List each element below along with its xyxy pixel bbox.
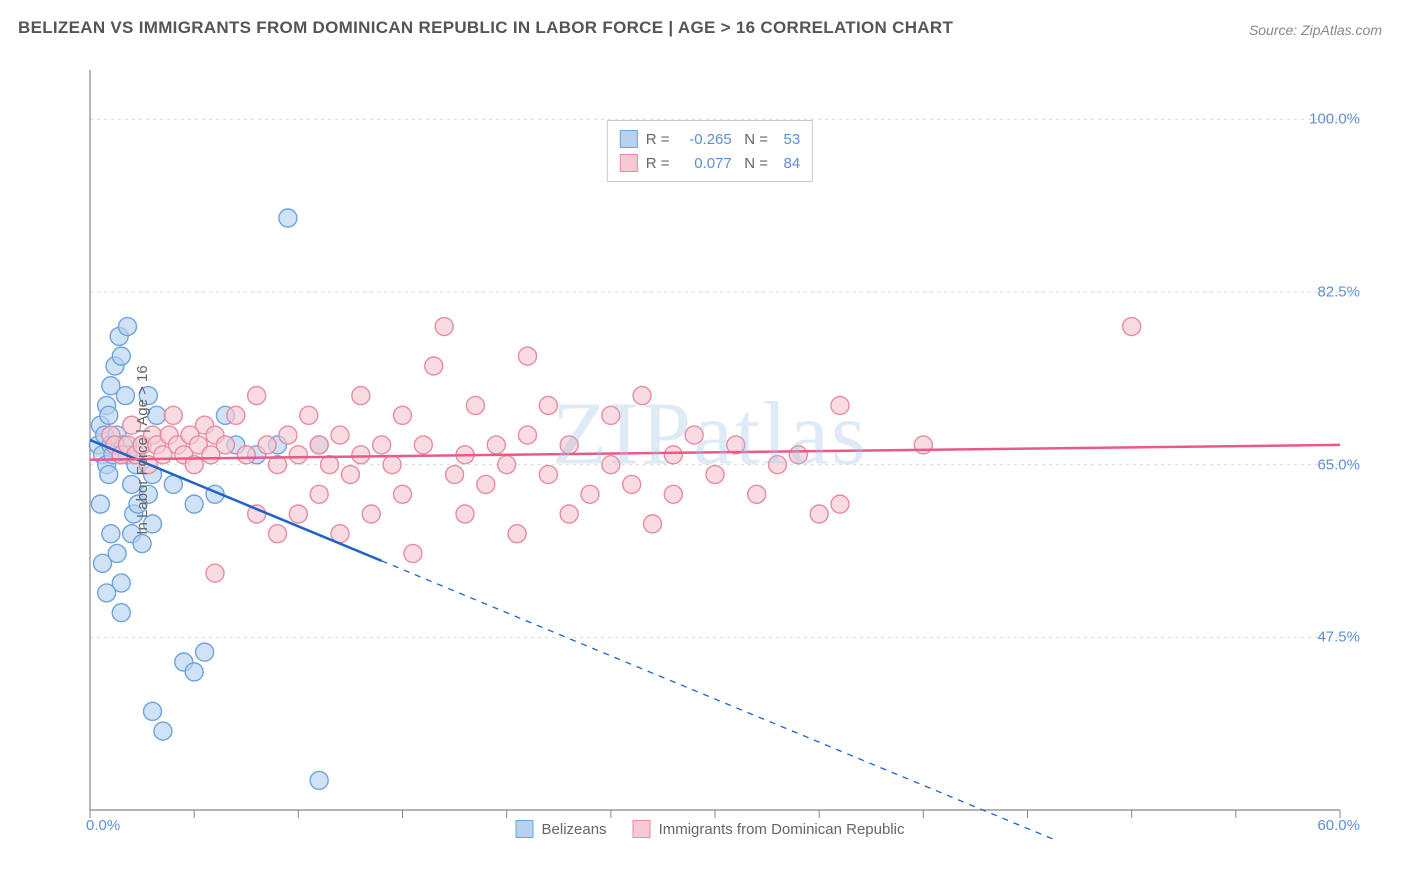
legend-label: Belizeans <box>542 821 607 838</box>
legend-label: Immigrants from Dominican Republic <box>659 821 905 838</box>
chart-title: BELIZEAN VS IMMIGRANTS FROM DOMINICAN RE… <box>18 18 953 38</box>
source-attribution: Source: ZipAtlas.com <box>1249 22 1382 38</box>
y-axis-label: In Labor Force | Age > 16 <box>134 365 151 534</box>
y-tick-label: 47.5% <box>1317 629 1360 646</box>
legend-swatch <box>516 820 534 838</box>
legend-stat: R = -0.265 N = 53 <box>646 131 800 148</box>
legend-swatch <box>633 820 651 838</box>
x-tick-label: 0.0% <box>86 817 120 834</box>
legend-stat: R = 0.077 N = 84 <box>646 155 800 172</box>
y-tick-label: 82.5% <box>1317 284 1360 301</box>
chart-container: In Labor Force | Age > 16 ZIPatlas R = -… <box>50 60 1370 840</box>
legend-swatch <box>620 130 638 148</box>
correlation-legend: R = -0.265 N = 53 R = 0.077 N = 84 <box>607 120 813 182</box>
y-tick-label: 100.0% <box>1309 111 1360 128</box>
x-tick-label: 60.0% <box>1317 817 1360 834</box>
series-legend: Belizeans Immigrants from Dominican Repub… <box>516 820 905 838</box>
legend-item: Belizeans <box>516 820 607 838</box>
y-tick-label: 65.0% <box>1317 456 1360 473</box>
legend-item: Immigrants from Dominican Republic <box>633 820 905 838</box>
legend-swatch <box>620 154 638 172</box>
